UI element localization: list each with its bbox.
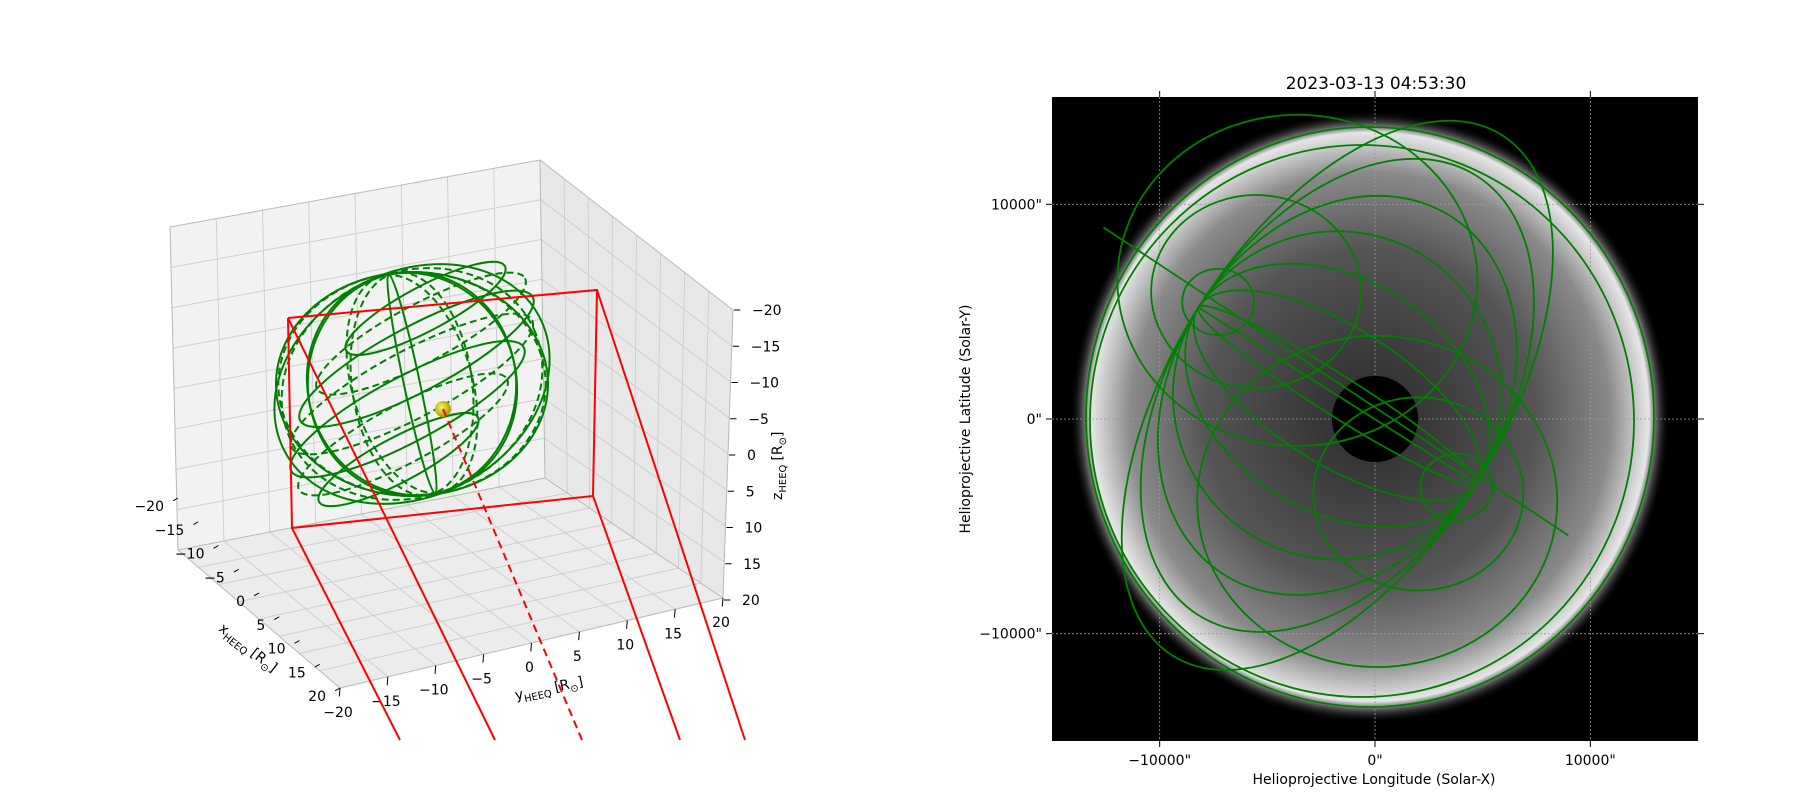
y3d-tick-label: −15 — [371, 694, 401, 710]
z3d-tick-label: 5 — [746, 484, 755, 500]
grid-3d — [169, 159, 734, 689]
y3d-tick — [626, 620, 628, 629]
y3d-tick-label: 20 — [712, 615, 730, 631]
z3d-tick-label: −10 — [750, 376, 780, 392]
overlay-parallel — [1196, 334, 1559, 668]
image-y-tick-label: 10000" — [991, 197, 1042, 213]
overlay-parallel — [1419, 452, 1494, 522]
z3d-tick-label: −5 — [748, 412, 769, 428]
image-x-tick-label: 0" — [1367, 753, 1382, 769]
x3d-tick — [334, 687, 341, 692]
sphere-parallel — [289, 312, 535, 456]
y3d-tick-label: 0 — [525, 660, 534, 676]
svg-text:yHEEQ[R⊙]: yHEEQ[R⊙] — [514, 674, 586, 707]
y3d-tick — [482, 654, 485, 663]
z3d-tick-label: −15 — [751, 339, 781, 355]
y3d-tick-label: −20 — [323, 705, 353, 721]
x3d-tick-label: 0 — [236, 594, 245, 610]
x3d-tick-label: 15 — [288, 665, 306, 681]
z3d-tick-label: 10 — [745, 521, 763, 537]
x3d-tick — [233, 568, 239, 573]
overlay-axis-line — [1102, 226, 1569, 537]
panel-3d-heeq: −20−15−10−505101520−20−15−10−505101520−2… — [134, 159, 789, 741]
image-x-axis-label: Helioprojective Longitude (Solar-X) — [1252, 772, 1495, 788]
x3d-tick — [172, 497, 179, 502]
x3d-tick — [213, 545, 219, 549]
pane-floor — [178, 478, 723, 688]
sphere-meridian — [277, 271, 547, 497]
y-axis-label: yHEEQ[R⊙] — [514, 674, 586, 707]
x3d-tick — [274, 616, 280, 620]
z3d-tick-label: 20 — [742, 593, 760, 609]
y3d-tick — [578, 631, 580, 641]
x3d-tick-label: −5 — [204, 570, 225, 586]
z3d-tick-label: −20 — [752, 303, 782, 319]
image-y-tick-label: −10000" — [979, 627, 1042, 643]
panel-helioprojective-image: −10000" 0" 10000" 10000" 0" −10000" 2023-03-1… — [958, 74, 1704, 788]
y3d-tick-label: −10 — [419, 683, 449, 699]
x3d-tick-label: −15 — [155, 523, 185, 539]
overlay-parallel — [1150, 194, 1363, 390]
overlay-parallel — [1312, 396, 1525, 592]
y3d-tick-label: −5 — [471, 671, 492, 687]
y3d-tick — [338, 687, 341, 697]
image-x-tick-label: 10000" — [1565, 753, 1616, 769]
x3d-tick — [193, 521, 199, 525]
overlay-limb — [1085, 126, 1655, 708]
sphere-parallel — [344, 260, 507, 356]
x3d-tick — [253, 592, 260, 597]
y3d-tick — [673, 609, 676, 618]
x3d-tick-label: −20 — [134, 499, 164, 515]
z3d-tick-label: 15 — [743, 557, 761, 573]
svg-text:zHEEQ[R⊙]: zHEEQ[R⊙] — [770, 432, 789, 500]
y3d-tick — [386, 676, 389, 686]
y3d-tick-label: 10 — [616, 638, 634, 654]
fov-box — [287, 288, 746, 741]
x3d-tick-label: −10 — [175, 547, 205, 563]
image-y-tick-label: 0" — [1027, 412, 1042, 428]
sphere-meridian — [306, 271, 518, 497]
overlay-parallel — [1116, 113, 1479, 447]
heeq-grid-overlay — [1085, 113, 1655, 708]
x3d-tick — [314, 663, 320, 668]
x3d-tick-label: 10 — [268, 642, 286, 658]
y3d-tick — [434, 665, 437, 674]
y3d-tick-label: 5 — [573, 649, 582, 665]
y3d-tick-label: 15 — [664, 626, 682, 642]
z3d-tick-label: 0 — [747, 448, 756, 464]
x3d-tick-label: 20 — [308, 689, 326, 705]
ticks-image: −10000" 0" 10000" 10000" 0" −10000" — [979, 91, 1704, 769]
y3d-tick — [530, 642, 532, 652]
image-x-tick-label: −10000" — [1128, 753, 1191, 769]
sphere-parallel — [298, 289, 535, 428]
ticks-3d: −20−15−10−505101520−20−15−10−505101520−2… — [134, 303, 781, 721]
x3d-tick-label: 5 — [256, 618, 265, 634]
overlay-pole-line — [1197, 306, 1477, 485]
x3d-tick — [294, 640, 300, 644]
image-title: 2023-03-13 04:53:30 — [1286, 74, 1467, 94]
y3d-tick — [721, 597, 724, 607]
image-y-axis-label: Helioprojective Latitude (Solar-Y) — [958, 304, 974, 533]
z-axis-label: zHEEQ[R⊙] — [770, 432, 789, 500]
overlay-parallel — [1181, 267, 1256, 336]
